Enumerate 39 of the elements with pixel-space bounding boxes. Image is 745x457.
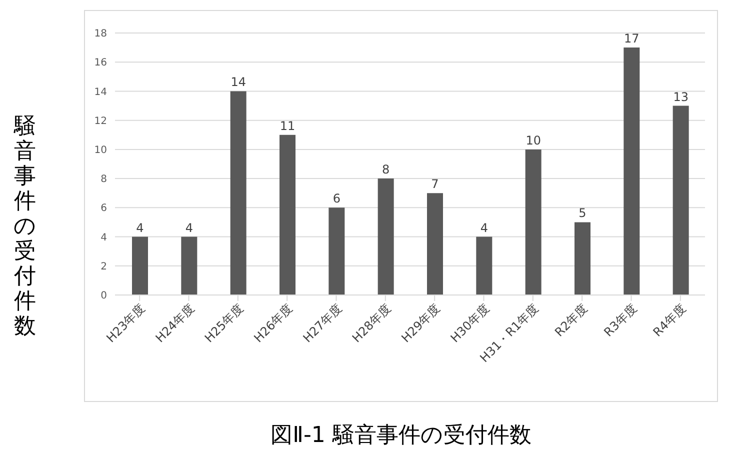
y-tick-label: 2 — [100, 261, 107, 272]
text: 騒音事件の受付件数 — [14, 114, 36, 339]
bar — [328, 208, 345, 295]
bar — [574, 222, 590, 295]
y-tick-label: 0 — [100, 290, 107, 302]
y-tick-label: 14 — [94, 86, 107, 98]
bar — [525, 149, 542, 295]
bar — [672, 106, 689, 295]
bar — [280, 134, 296, 295]
x-tick-label: R2年度 — [552, 301, 590, 340]
bar — [624, 48, 640, 295]
x-tick-label: R4年度 — [650, 301, 689, 340]
data-label: 6 — [332, 192, 340, 206]
data-label: 4 — [136, 220, 144, 235]
y-tick-label: 4 — [100, 232, 107, 244]
bar — [181, 236, 198, 295]
data-label: 13 — [673, 90, 688, 104]
data-label: 4 — [480, 220, 488, 235]
data-label: 11 — [280, 118, 296, 133]
y-tick-label: 12 — [94, 116, 107, 127]
data-label: 14 — [230, 75, 246, 90]
y-tick-label: 18 — [94, 28, 107, 40]
data-label: 17 — [624, 32, 640, 46]
bar — [427, 193, 443, 295]
bar — [476, 236, 492, 295]
data-label: 10 — [526, 133, 541, 148]
data-label: 4 — [185, 220, 193, 235]
y-tick-label: 16 — [94, 58, 107, 69]
data-label: 8 — [382, 162, 390, 177]
text: 図Ⅱ-1 騒音事件の受付件数 — [270, 422, 532, 450]
y-tick-label: 6 — [100, 203, 107, 214]
data-label: 5 — [578, 206, 586, 220]
x-tick-label: R3年度 — [601, 301, 640, 340]
bar — [230, 91, 246, 295]
y-tick-label: 8 — [100, 174, 107, 186]
bar — [378, 178, 394, 295]
y-tick-label: 10 — [94, 144, 107, 156]
data-label: 7 — [431, 177, 439, 192]
bar — [132, 236, 148, 295]
